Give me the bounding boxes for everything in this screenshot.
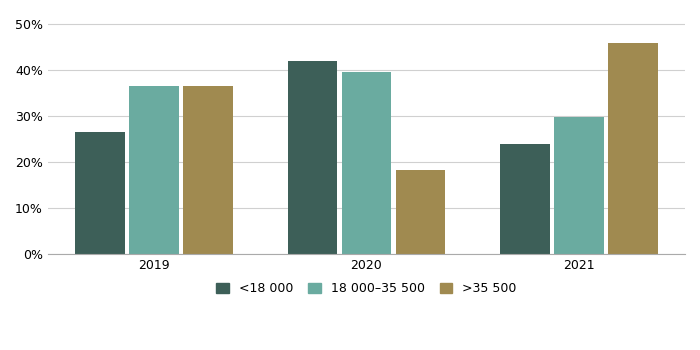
Bar	[75, 132, 125, 254]
Bar	[342, 72, 391, 254]
Legend: <18 000, 18 000–35 500, >35 500: <18 000, 18 000–35 500, >35 500	[211, 277, 522, 300]
Bar	[500, 144, 550, 254]
Bar	[395, 170, 445, 254]
Bar	[183, 86, 233, 254]
Bar	[608, 43, 658, 254]
Bar	[554, 118, 603, 254]
Bar	[288, 61, 337, 254]
Bar	[130, 86, 179, 254]
